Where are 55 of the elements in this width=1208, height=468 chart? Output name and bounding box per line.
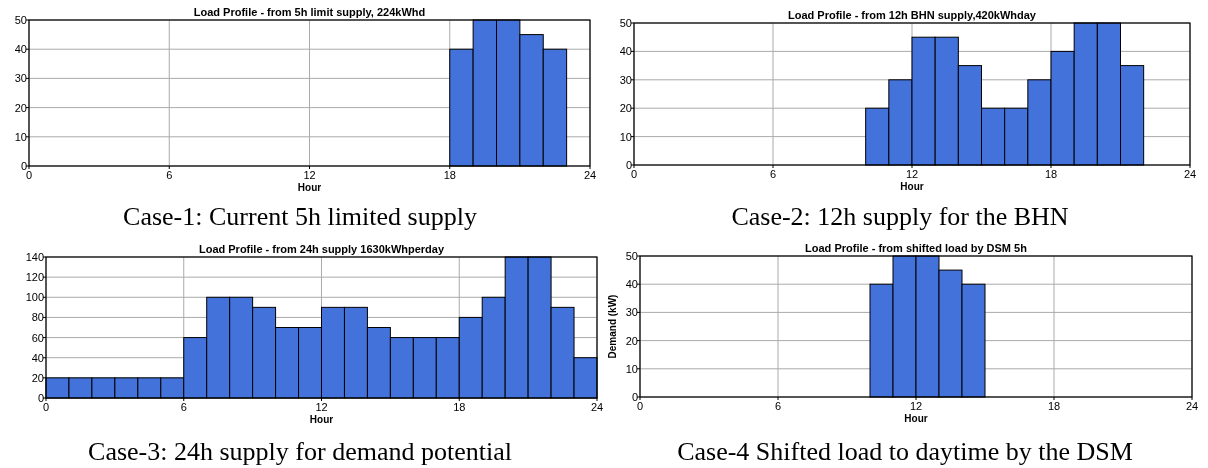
- x-tick-label: 12: [303, 169, 316, 181]
- chart-title: Load Profile - from 12h BHN supply,420kWhday: [788, 9, 1037, 21]
- chart-title: Load Profile - from shifted load by DSM 5h: [805, 242, 1028, 254]
- y-tick-label: 30: [619, 73, 632, 86]
- x-tick-label: 24: [1185, 400, 1199, 412]
- y-tick-label: 40: [14, 43, 27, 56]
- y-tick-label: 100: [25, 291, 44, 304]
- text: Case-1: Current 5h limited supply: [123, 202, 477, 231]
- y-tick-label: 20: [31, 371, 44, 384]
- x-tick-label: 24: [1183, 168, 1197, 180]
- x-tick-label: 18: [443, 169, 456, 181]
- x-tick-label: 18: [453, 401, 466, 413]
- y-tick-label: 50: [619, 17, 632, 29]
- chart-title: Load Profile - from 24h supply 1630kWhperday: [198, 243, 445, 255]
- y-tick-label: 40: [625, 278, 638, 291]
- y-tick-label: 30: [14, 72, 27, 85]
- x-tick-label: 12: [905, 168, 919, 180]
- y-tick-label: 0: [631, 391, 638, 403]
- x-tick-label: 6: [166, 169, 173, 181]
- x-tick-label: 24: [590, 401, 604, 413]
- y-tick-label: 20: [619, 102, 632, 115]
- y-tick-label: 50: [625, 250, 638, 262]
- x-axis-title: Hour: [904, 413, 928, 424]
- y-tick-label: 30: [625, 306, 638, 319]
- x-axis-title: Hour: [309, 414, 334, 425]
- y-tick-label: 80: [31, 311, 44, 324]
- y-tick-label: 10: [619, 130, 632, 143]
- x-tick-label: 6: [769, 168, 777, 180]
- x-tick-label: 18: [1047, 400, 1061, 412]
- y-tick-label: 40: [619, 45, 632, 58]
- x-tick-label: 6: [180, 401, 187, 413]
- y-tick-label: 40: [31, 351, 44, 364]
- x-tick-label: 6: [774, 400, 782, 412]
- y-tick-label: 0: [20, 160, 27, 172]
- y-tick-label: 10: [14, 130, 27, 143]
- chart-title: Load Profile - from 5h limit supply, 224kWhd: [193, 6, 426, 18]
- y-tick-label: 10: [625, 362, 638, 375]
- y-tick-label: 60: [31, 331, 44, 344]
- y-tick-label: 20: [625, 334, 638, 347]
- text: Case-2: 12h supply for the BHN: [731, 202, 1069, 231]
- y-tick-label: 120: [25, 271, 44, 284]
- y-tick-label: 140: [25, 251, 44, 263]
- text: Case-3: 24h supply for demand potential: [88, 437, 512, 466]
- x-tick-label: 12: [909, 400, 923, 412]
- x-tick-label: 24: [583, 169, 597, 181]
- y-tick-label: 50: [14, 14, 27, 26]
- x-tick-label: 12: [315, 401, 328, 413]
- y-tick-label: 0: [37, 392, 44, 404]
- y-tick-label: 20: [14, 101, 27, 114]
- x-axis-title: Hour: [297, 182, 322, 193]
- x-tick-label: 18: [1044, 168, 1058, 180]
- y-axis-title: Demand (kW): [607, 294, 618, 359]
- y-tick-label: 0: [625, 159, 632, 171]
- text: Case-4 Shifted load to daytime by the DSM: [677, 437, 1133, 466]
- x-axis-title: Hour: [900, 181, 924, 192]
